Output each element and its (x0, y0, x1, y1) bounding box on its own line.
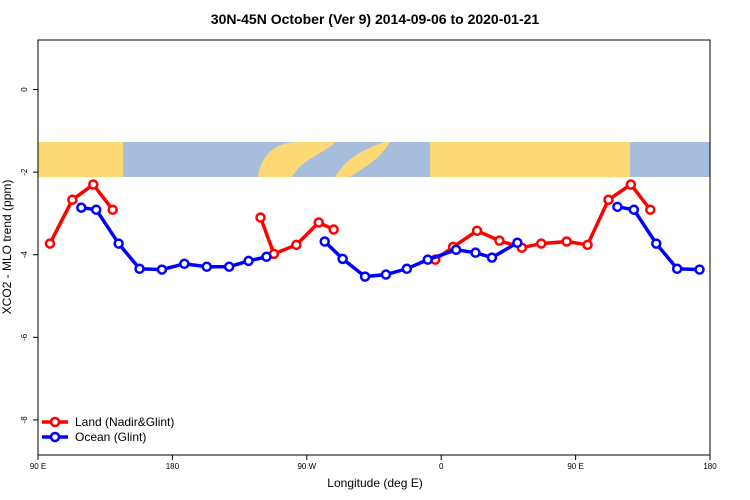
point (450, 244, 462, 256)
point (156, 264, 168, 275)
point (243, 255, 254, 267)
point (359, 271, 371, 282)
point (313, 217, 324, 228)
point (645, 204, 656, 215)
y-tick-label: 0 (20, 87, 29, 92)
point (223, 261, 235, 272)
point (255, 212, 266, 223)
x-axis-label: Longitude (deg E) (327, 476, 422, 490)
point (328, 224, 339, 235)
x-tick-label: 90 E (567, 462, 583, 471)
point (512, 237, 523, 249)
x-tick-label: 180 (703, 462, 717, 471)
point (612, 201, 623, 213)
point (494, 235, 505, 246)
point (470, 247, 481, 258)
x-tick-label: 0 (439, 462, 444, 471)
x-tick-label: 180 (166, 462, 180, 471)
point (486, 252, 498, 263)
land-patch (430, 142, 620, 177)
y-axis-label: XCO2 - MLO trend (ppm) (0, 180, 14, 315)
point (694, 264, 705, 275)
point (67, 194, 78, 206)
point (422, 254, 434, 265)
legend-marker (49, 431, 61, 443)
point (113, 238, 124, 249)
point (179, 258, 190, 270)
y-tick-label: -2 (20, 168, 29, 176)
point (90, 204, 102, 215)
point (471, 225, 483, 237)
plot-frame (37, 39, 711, 456)
legend-marker (49, 416, 61, 428)
point (44, 238, 56, 249)
point (582, 239, 593, 251)
y-tick-label: -4 (20, 251, 29, 259)
point (88, 179, 99, 190)
point (201, 261, 212, 272)
point (134, 263, 145, 275)
point (337, 253, 348, 265)
point (671, 263, 683, 275)
point (380, 269, 392, 280)
point (603, 194, 614, 206)
x-tick-label: 90 W (297, 462, 316, 471)
x-tick-label: 90 E (30, 462, 46, 471)
legend-label: Ocean (Glint) (75, 430, 146, 444)
point (536, 238, 547, 249)
point (561, 236, 572, 247)
point (76, 202, 87, 213)
point (261, 251, 272, 263)
point (625, 179, 637, 190)
point (291, 239, 302, 251)
point (401, 263, 413, 275)
land-patch (600, 142, 630, 177)
chart-title: 30N-45N October (Ver 9) 2014-09-06 to 20… (211, 11, 540, 27)
point (628, 204, 640, 215)
ocean-patch (630, 142, 710, 177)
map-band (38, 142, 710, 177)
point (319, 236, 330, 247)
legend-label: Land (Nadir&Glint) (75, 415, 174, 429)
y-tick-label: -8 (20, 416, 29, 424)
point (650, 238, 662, 249)
land-patch (335, 142, 390, 177)
y-tick-label: -6 (20, 333, 29, 341)
land-patch (38, 142, 123, 177)
point (107, 204, 118, 215)
land-patch (258, 142, 335, 177)
